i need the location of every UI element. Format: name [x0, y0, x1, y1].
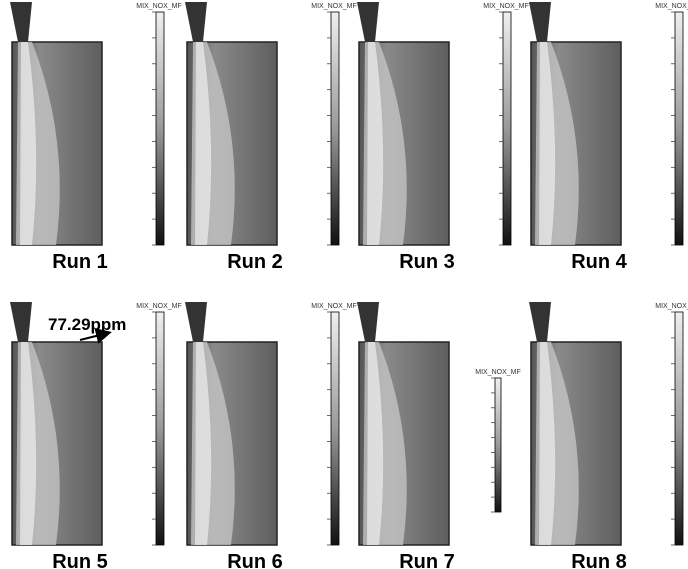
- nozzle: [185, 302, 207, 342]
- figure: MIX_NOX_MF Run 1 MIX_NOX_MF Run 2 MIX_NOX_MF…: [0, 0, 688, 569]
- colorbar: [156, 12, 164, 245]
- nozzle: [185, 2, 207, 42]
- colorbar: [675, 12, 683, 245]
- run-label: Run 2: [227, 251, 283, 273]
- run-label: Run 5: [52, 551, 108, 569]
- nozzle: [10, 2, 32, 42]
- colorbar: [156, 312, 164, 545]
- run-label: Run 4: [571, 251, 627, 273]
- run-label: Run 8: [571, 551, 627, 569]
- run-label: Run 7: [399, 551, 455, 569]
- colorbar: [503, 12, 511, 245]
- colorbar: [495, 378, 501, 512]
- colorbar-title: MIX_NOX_MF: [655, 303, 688, 310]
- annotation-arrow: [80, 333, 108, 340]
- nozzle: [10, 302, 32, 342]
- run-label: Run 1: [52, 251, 108, 273]
- colorbar-title: MIX_NOX_MF: [311, 303, 357, 310]
- run-label: Run 3: [399, 251, 455, 273]
- nozzle: [357, 302, 379, 342]
- nozzle: [529, 2, 551, 42]
- colorbar: [331, 312, 339, 545]
- colorbar-title: MIX_NOX_MF: [475, 369, 521, 376]
- colorbar-title: MIX_NOX_MF: [483, 3, 529, 10]
- colorbar: [331, 12, 339, 245]
- colorbar-title: MIX_NOX_MF: [655, 3, 688, 10]
- colorbar-title: MIX_NOX_MF: [311, 3, 357, 10]
- colorbar: [675, 312, 683, 545]
- annotation: 77.29ppm: [48, 315, 126, 334]
- nozzle: [529, 302, 551, 342]
- colorbar-title: MIX_NOX_MF: [136, 3, 182, 10]
- nozzle: [357, 2, 379, 42]
- colorbar-title: MIX_NOX_MF: [136, 303, 182, 310]
- run-label: Run 6: [227, 551, 283, 569]
